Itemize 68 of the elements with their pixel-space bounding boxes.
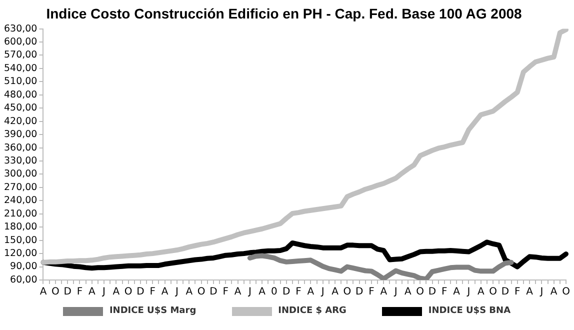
y-tick-label: 480,00 xyxy=(4,89,38,100)
y-tick-label: 300,00 xyxy=(4,168,38,180)
legend-label: INDICE $ ARG xyxy=(278,306,346,316)
x-tick-label: J xyxy=(539,286,544,298)
x-tick-label: A xyxy=(477,286,484,298)
x-tick-label: A xyxy=(234,286,242,298)
x-tick-label: J xyxy=(466,286,470,298)
y-tick-label: 150,00 xyxy=(4,234,38,246)
y-tick-label: 630,00 xyxy=(4,23,38,34)
x-tick-label: O xyxy=(51,286,60,298)
chart-title: Indice Costo Construcción Edificio en PH - Cap. Fed. Base 100 AG 2008 xyxy=(46,5,522,22)
legend-label: INDICE U$S Marg xyxy=(109,306,196,316)
x-tick-label: A xyxy=(332,286,339,298)
x-tick-label: J xyxy=(320,286,324,298)
x-tick-label: A xyxy=(380,286,388,298)
y-tick-label: 330,00 xyxy=(4,155,38,166)
x-tick-label: J xyxy=(247,286,252,298)
y-tick-label: 450,00 xyxy=(4,102,38,114)
y-tick-label: 120,00 xyxy=(4,248,38,260)
x-tick-label: D xyxy=(210,286,218,298)
x-tick-label: O xyxy=(124,286,132,298)
x-tick-label: F xyxy=(296,286,302,298)
x-tick-label: O xyxy=(562,286,570,298)
x-tick-label: F xyxy=(514,286,520,298)
x-tick-label: F xyxy=(368,286,375,298)
x-tick-label: A xyxy=(526,286,534,298)
y-tick-label: 420,00 xyxy=(4,116,38,127)
x-tick-label: A xyxy=(258,286,266,298)
y-tick-label: 570,00 xyxy=(4,50,38,61)
x-tick-label: J xyxy=(102,286,106,298)
x-tick-label: F xyxy=(150,286,156,298)
x-tick-label: D xyxy=(64,286,72,298)
x-tick-label: J xyxy=(174,286,178,298)
y-tick-label: 210,00 xyxy=(4,208,38,220)
x-tick-label: F xyxy=(222,286,229,298)
x-tick-label: O xyxy=(489,286,498,298)
y-tick-label: 90,00 xyxy=(10,261,38,272)
x-tick-label: A xyxy=(161,286,168,298)
y-tick-label: 270,00 xyxy=(4,182,38,193)
x-tick-label: D xyxy=(282,286,291,298)
y-tick-label: 360,00 xyxy=(4,142,38,154)
x-tick-label: O xyxy=(343,286,352,298)
y-tick-label: 390,00 xyxy=(4,129,38,140)
x-tick-label: A xyxy=(88,286,96,298)
x-tick-label: A xyxy=(453,286,460,298)
x-tick-label: A xyxy=(404,286,412,298)
y-tick-label: 600,00 xyxy=(4,36,38,48)
y-tick-label: 60,00 xyxy=(10,274,38,286)
y-tick-label: 180,00 xyxy=(4,222,38,233)
legend-label: INDICE U$S BNA xyxy=(428,306,511,316)
x-tick-label: O xyxy=(416,286,424,298)
x-tick-label: F xyxy=(76,286,83,298)
y-tick-label: 240,00 xyxy=(4,195,38,206)
x-tick-label: A xyxy=(550,286,558,298)
x-tick-label: D xyxy=(428,286,436,298)
x-tick-label: 0 xyxy=(271,286,278,298)
x-tick-label: A xyxy=(307,286,314,298)
x-tick-label: A xyxy=(112,286,120,298)
y-tick-label: 510,00 xyxy=(4,76,38,88)
x-tick-label: J xyxy=(393,286,398,298)
y-tick-label: 540,00 xyxy=(4,62,38,74)
x-tick-label: O xyxy=(197,286,206,298)
x-tick-label: D xyxy=(355,286,364,298)
x-tick-label: D xyxy=(501,286,510,298)
x-tick-label: F xyxy=(442,286,448,298)
x-tick-label: D xyxy=(136,286,145,298)
x-tick-label: A xyxy=(186,286,193,298)
x-tick-label: A xyxy=(40,286,47,298)
